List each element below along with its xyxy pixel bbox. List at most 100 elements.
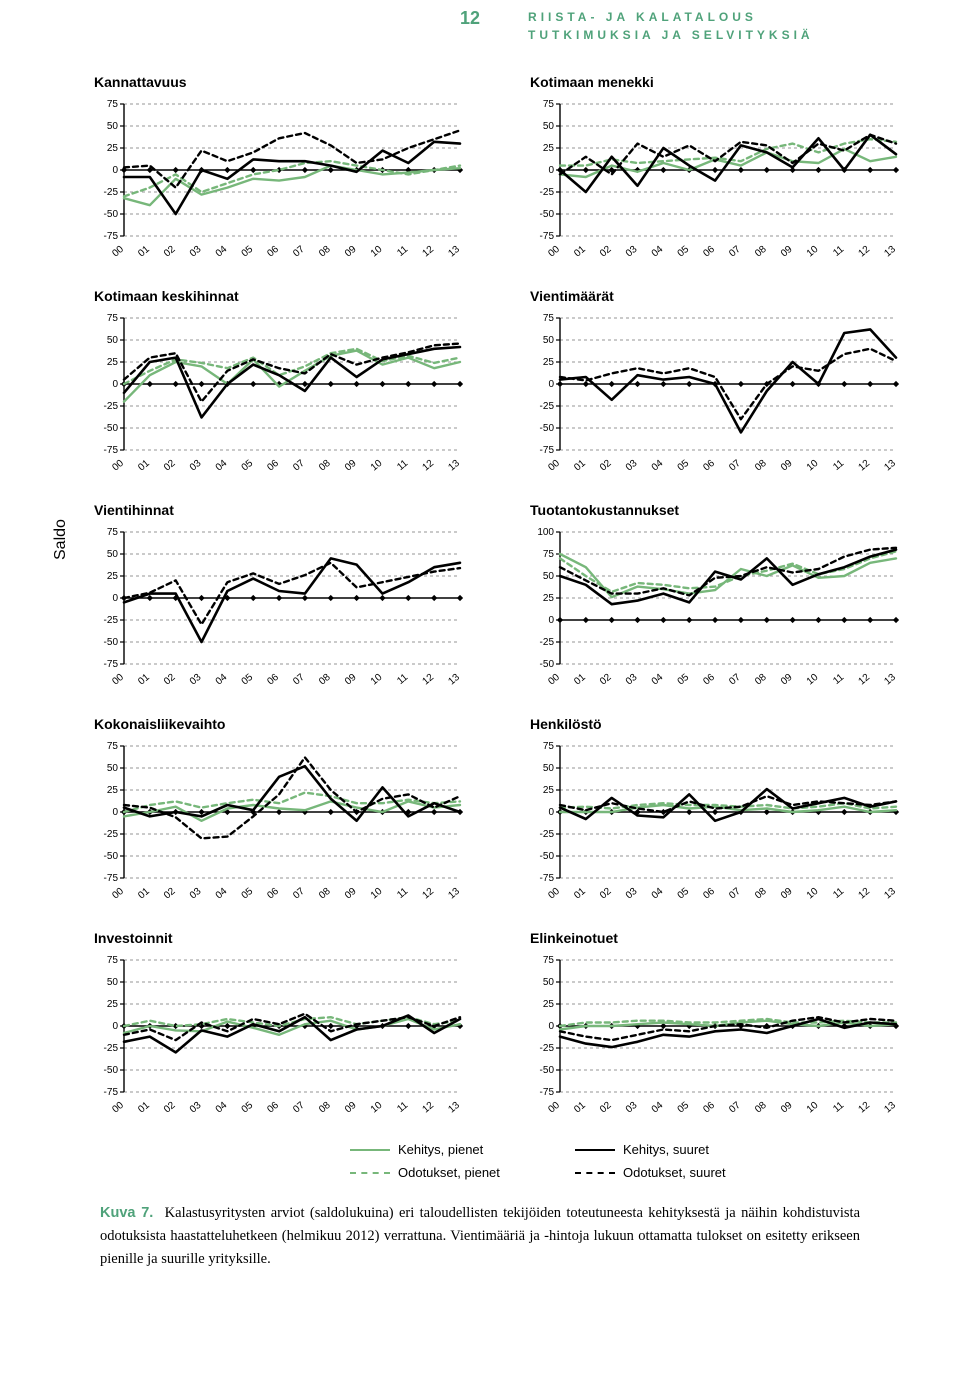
- svg-text:02: 02: [162, 458, 178, 474]
- svg-text:-25: -25: [540, 401, 555, 412]
- svg-text:04: 04: [650, 244, 666, 260]
- svg-text:06: 06: [265, 886, 281, 902]
- svg-text:01: 01: [572, 672, 588, 688]
- svg-text:10: 10: [805, 458, 821, 474]
- svg-text:01: 01: [572, 1100, 588, 1116]
- svg-text:-25: -25: [104, 829, 119, 840]
- panel-title: Kokonaisliikevaihto: [94, 716, 484, 732]
- svg-text:09: 09: [343, 458, 359, 474]
- legend-label: Odotukset, pienet: [398, 1165, 500, 1180]
- svg-text:10: 10: [805, 244, 821, 260]
- svg-text:11: 11: [831, 672, 846, 687]
- page-header: 12 RIISTA- JA KALATALOUS TUTKIMUKSIA JA …: [460, 8, 910, 44]
- svg-text:-50: -50: [540, 1065, 555, 1076]
- svg-text:01: 01: [136, 672, 152, 688]
- svg-text:50: 50: [107, 977, 119, 988]
- svg-text:0: 0: [112, 807, 118, 818]
- svg-text:08: 08: [753, 886, 769, 902]
- svg-text:08: 08: [317, 886, 333, 902]
- svg-text:11: 11: [395, 244, 410, 259]
- panel-title: Kotimaan keskihinnat: [94, 288, 484, 304]
- caption-label: Kuva 7.: [100, 1205, 153, 1221]
- svg-text:01: 01: [572, 244, 588, 260]
- panel-title: Henkilöstö: [530, 716, 920, 732]
- svg-text:-75: -75: [104, 445, 119, 456]
- svg-text:11: 11: [395, 886, 410, 901]
- svg-text:10: 10: [805, 672, 821, 688]
- svg-text:04: 04: [650, 458, 666, 474]
- svg-text:03: 03: [188, 886, 204, 902]
- svg-text:-25: -25: [104, 615, 119, 626]
- caption-text: Kalastusyritysten arviot (saldolukuina) …: [100, 1205, 860, 1267]
- panel-title: Kannattavuus: [94, 74, 484, 90]
- svg-text:09: 09: [779, 886, 795, 902]
- legend-swatch: [350, 1172, 390, 1174]
- svg-text:02: 02: [598, 1100, 614, 1116]
- svg-text:08: 08: [753, 458, 769, 474]
- svg-text:04: 04: [214, 672, 230, 688]
- svg-text:-50: -50: [104, 851, 119, 862]
- svg-text:0: 0: [548, 807, 554, 818]
- svg-text:0: 0: [112, 379, 118, 390]
- svg-text:-25: -25: [540, 187, 555, 198]
- chart-vientihinnat: -75-50-250255075000102030405060708091011…: [80, 524, 484, 704]
- chart-vientimaarat: -75-50-250255075000102030405060708091011…: [516, 310, 920, 490]
- legend-item-odotukset_suuret: Odotukset, suuret: [575, 1165, 800, 1180]
- legend-swatch: [350, 1149, 390, 1151]
- svg-text:50: 50: [543, 571, 555, 582]
- svg-text:03: 03: [624, 458, 640, 474]
- svg-text:0: 0: [548, 1021, 554, 1032]
- svg-text:05: 05: [676, 672, 692, 688]
- chart-tuotantokustannukset: -50-250255075100000102030405060708091011…: [516, 524, 920, 704]
- svg-text:05: 05: [240, 672, 256, 688]
- svg-text:25: 25: [107, 785, 119, 796]
- svg-text:-75: -75: [540, 1087, 555, 1098]
- svg-text:00: 00: [546, 672, 562, 688]
- legend-item-kehitys_suuret: Kehitys, suuret: [575, 1142, 800, 1157]
- svg-text:-25: -25: [540, 637, 555, 648]
- svg-text:0: 0: [112, 165, 118, 176]
- svg-text:50: 50: [543, 335, 555, 346]
- svg-text:05: 05: [240, 886, 256, 902]
- legend-label: Odotukset, suuret: [623, 1165, 726, 1180]
- svg-text:50: 50: [543, 121, 555, 132]
- svg-text:-75: -75: [104, 659, 119, 670]
- svg-text:03: 03: [188, 672, 204, 688]
- svg-text:13: 13: [882, 672, 898, 688]
- panel-henkilosto: Henkilöstö-75-50-25025507500010203040506…: [516, 714, 920, 918]
- svg-text:25: 25: [543, 357, 555, 368]
- svg-text:05: 05: [240, 244, 256, 260]
- panel-title: Investoinnit: [94, 930, 484, 946]
- svg-text:04: 04: [650, 886, 666, 902]
- svg-text:03: 03: [188, 244, 204, 260]
- panel-kokonaisliikevaihto: Kokonaisliikevaihto-75-50-25025507500010…: [80, 714, 484, 918]
- svg-text:10: 10: [369, 672, 385, 688]
- svg-text:00: 00: [110, 458, 126, 474]
- svg-text:08: 08: [317, 458, 333, 474]
- header-line-2: TUTKIMUKSIA JA SELVITYKSIÄ: [528, 26, 814, 44]
- panel-title: Vientimäärät: [530, 288, 920, 304]
- svg-text:05: 05: [676, 886, 692, 902]
- chart-elinkeinotuet: -75-50-250255075000102030405060708091011…: [516, 952, 920, 1132]
- svg-text:0: 0: [112, 593, 118, 604]
- svg-text:13: 13: [882, 1100, 898, 1116]
- svg-text:-50: -50: [104, 209, 119, 220]
- svg-text:02: 02: [162, 1100, 178, 1116]
- svg-text:07: 07: [291, 672, 307, 688]
- svg-text:10: 10: [805, 1100, 821, 1116]
- figure-caption: Kuva 7. Kalastusyritysten arviot (saldol…: [100, 1202, 860, 1272]
- svg-text:-25: -25: [540, 1043, 555, 1054]
- svg-text:08: 08: [753, 672, 769, 688]
- svg-text:09: 09: [343, 244, 359, 260]
- svg-text:09: 09: [779, 458, 795, 474]
- svg-text:50: 50: [543, 763, 555, 774]
- page-number: 12: [460, 8, 480, 29]
- svg-text:50: 50: [107, 121, 119, 132]
- svg-text:12: 12: [420, 244, 436, 260]
- svg-text:01: 01: [136, 1100, 152, 1116]
- header-line-1: RIISTA- JA KALATALOUS: [528, 8, 814, 26]
- panel-tuotantokustannukset: Tuotantokustannukset-50-2502550751000001…: [516, 500, 920, 704]
- svg-text:12: 12: [856, 886, 872, 902]
- svg-text:03: 03: [188, 458, 204, 474]
- legend-item-kehitys_pienet: Kehitys, pienet: [350, 1142, 575, 1157]
